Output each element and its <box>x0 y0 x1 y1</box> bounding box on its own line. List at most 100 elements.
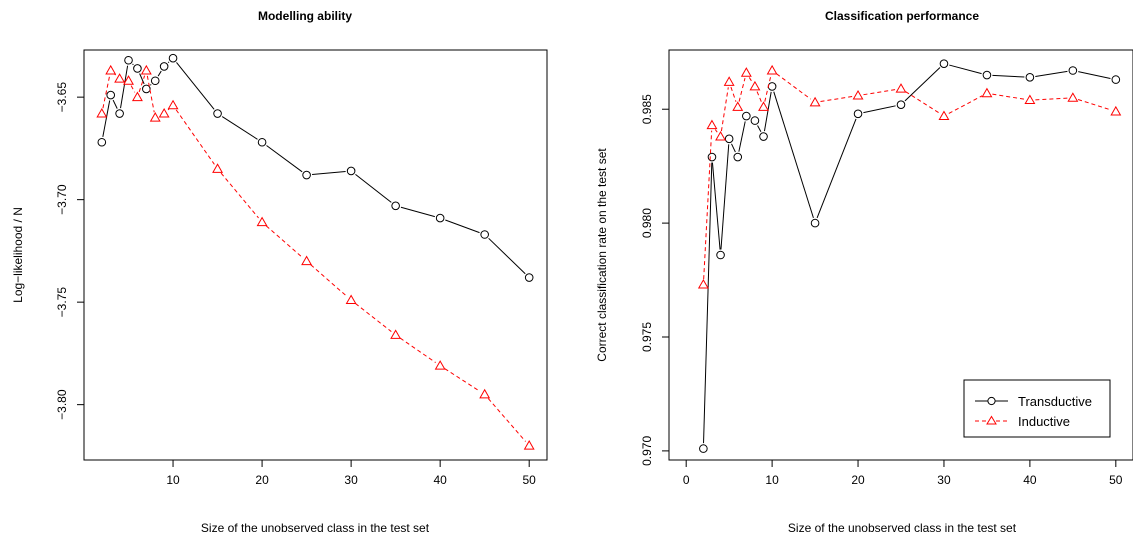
series-segment <box>748 77 753 83</box>
series-segment <box>220 172 259 219</box>
data-point-triangle <box>723 76 735 86</box>
data-point-triangle <box>895 83 907 93</box>
data-point-circle <box>742 111 751 121</box>
data-point-triangle <box>114 73 126 83</box>
series-segment <box>488 237 526 275</box>
series-segment <box>1078 71 1111 79</box>
series-segment <box>138 75 146 93</box>
data-point-circle <box>853 109 863 119</box>
data-point-triangle <box>852 89 864 100</box>
data-point-triangle <box>105 64 117 75</box>
series-segment <box>1035 70 1068 77</box>
series-segment <box>310 264 348 297</box>
x-axis-label: Size of the unobserved class in the test… <box>788 521 1017 535</box>
data-point-triangle <box>766 64 778 75</box>
legend-label-transductive: Transductive <box>1018 394 1092 409</box>
series-segment <box>400 206 435 218</box>
series-segment <box>1077 99 1111 111</box>
series-segment <box>139 73 145 85</box>
data-point-triangle <box>140 64 152 75</box>
data-point-triangle <box>758 101 769 111</box>
data-point-circle <box>707 152 717 162</box>
data-point-triangle <box>479 388 491 399</box>
x-tick-label: 40 <box>433 473 447 487</box>
data-point-circle <box>150 76 160 86</box>
data-point-circle <box>346 166 356 176</box>
data-point-circle <box>391 201 400 211</box>
series-segment <box>102 75 111 109</box>
series-segment <box>776 73 811 100</box>
data-point-circle <box>124 55 133 65</box>
series-segment <box>265 225 303 258</box>
series-segment <box>738 77 746 102</box>
data-point-triangle <box>1024 94 1036 105</box>
series-segment <box>399 337 436 363</box>
data-point-circle <box>480 230 489 239</box>
y-axis-label: Log−likelihood / N <box>11 207 25 303</box>
data-point-circle <box>142 84 151 94</box>
legend-marker-transductive <box>987 396 996 406</box>
data-point-circle <box>435 213 445 223</box>
series-segment <box>157 70 162 77</box>
series-segment <box>312 170 346 176</box>
series-segment <box>150 84 152 86</box>
series-segment <box>221 116 258 140</box>
series-segment <box>949 64 982 75</box>
x-tick-label: 20 <box>255 473 269 487</box>
data-point-triangle <box>149 112 161 122</box>
series-segment <box>763 91 772 132</box>
x-tick-label: 40 <box>1023 473 1037 487</box>
axis-ticks: 0 10 20 30 40 50 0.970 0.975 0.980 0.985 <box>640 94 1123 487</box>
legend-marker-inductive <box>986 415 997 425</box>
series-segment <box>731 143 736 153</box>
data-point-circle <box>733 152 743 162</box>
data-point-circle <box>699 444 708 453</box>
series-segment <box>904 67 941 102</box>
data-point-circle <box>939 59 949 68</box>
x-tick-label: 30 <box>937 473 951 487</box>
series-segment <box>112 99 118 109</box>
series-segment <box>130 85 136 93</box>
data-point-triangle <box>96 107 108 118</box>
series-segment <box>714 129 718 133</box>
data-point-circle <box>716 250 725 260</box>
y-tick-label: 0.985 <box>640 94 654 124</box>
data-point-triangle <box>523 440 535 450</box>
data-point-triangle <box>167 99 179 110</box>
data-point-circle <box>759 132 768 141</box>
series-segment <box>720 144 730 250</box>
data-point-triangle <box>390 329 402 339</box>
data-point-circle <box>115 109 124 118</box>
series-segment <box>756 91 762 103</box>
data-point-circle <box>257 137 267 147</box>
data-point-circle <box>1068 66 1078 75</box>
data-point-triangle <box>131 91 143 102</box>
data-point-circle <box>302 170 311 180</box>
data-point-circle <box>896 100 906 109</box>
data-point-circle <box>133 64 142 73</box>
series-segment <box>730 86 737 102</box>
series-segment <box>711 162 721 250</box>
data-point-circle <box>106 90 116 100</box>
y-tick-label: 0.980 <box>640 208 654 238</box>
data-point-triangle <box>212 163 224 173</box>
data-point-circle <box>1111 75 1121 84</box>
series-segment <box>355 303 392 332</box>
series-segment <box>1035 97 1068 101</box>
data-point-triangle <box>345 294 357 305</box>
x-axis-label: Size of the unobserved class in the test… <box>201 521 430 535</box>
y-tick-label: −3.65 <box>55 82 69 113</box>
y-tick-label: 0.970 <box>640 436 654 466</box>
y-axis-label: Correct classification rate on the test … <box>595 148 609 362</box>
data-point-triangle <box>749 80 761 91</box>
chart-classification-performance: Classification performance Size of the u… <box>595 9 1133 535</box>
x-tick-label: 10 <box>765 473 779 487</box>
series-segment <box>445 219 480 234</box>
series-segment <box>176 62 215 110</box>
data-point-triangle <box>740 67 752 77</box>
plot-frame <box>668 49 1133 461</box>
data-point-triangle <box>715 130 727 141</box>
series-segment <box>757 125 762 132</box>
data-point-triangle <box>158 107 170 118</box>
